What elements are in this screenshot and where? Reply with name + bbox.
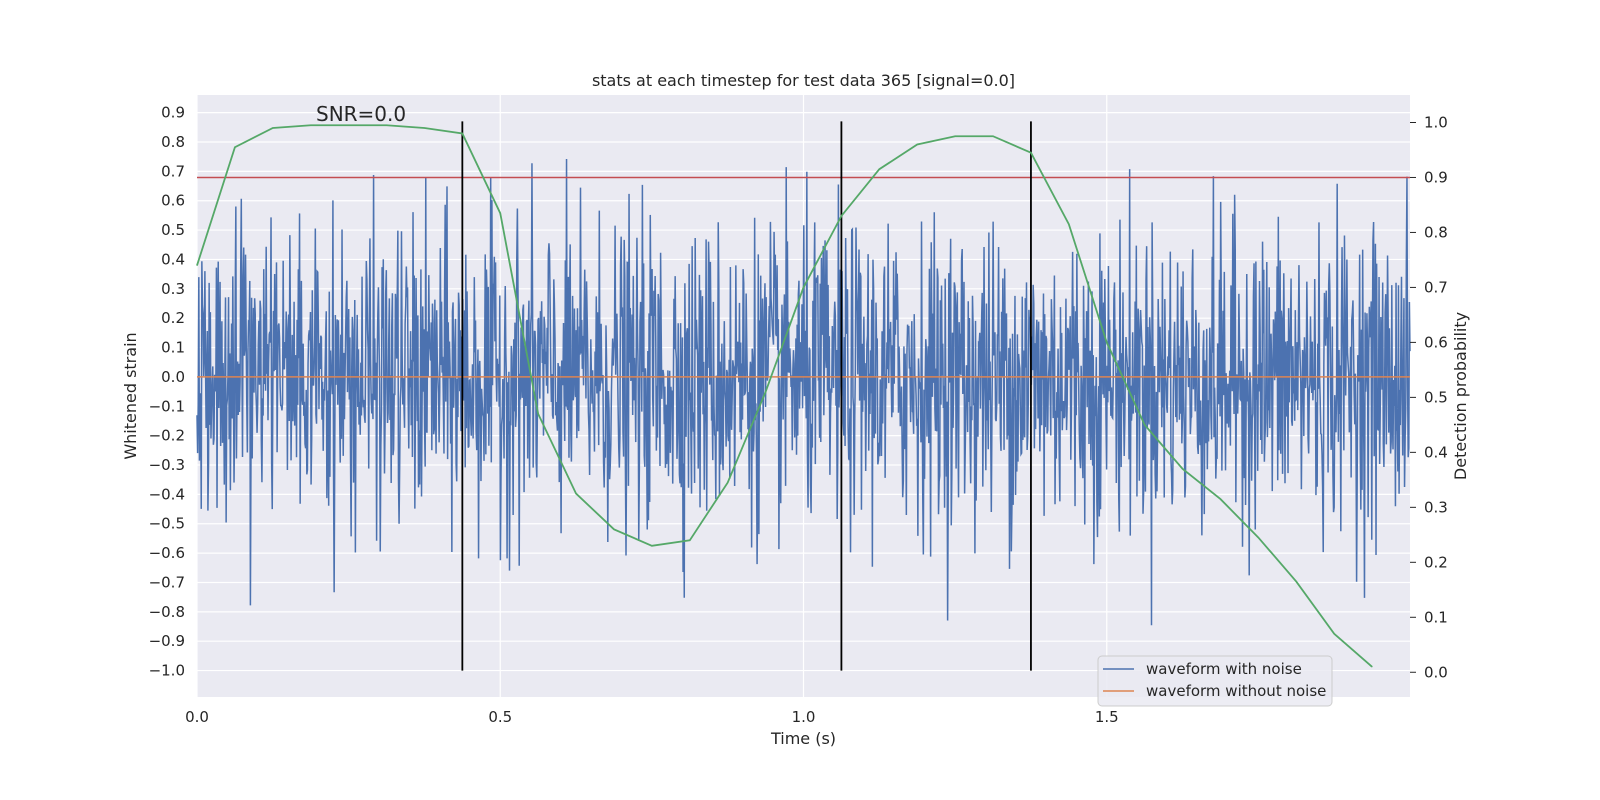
y-tick-label: −0.1 <box>149 397 185 415</box>
y-right-tick-label: 0.7 <box>1424 278 1448 296</box>
x-axis-ticks: 0.0 0.5 1.0 1.5 <box>185 708 1119 726</box>
y-right-tick-label: 0.3 <box>1424 498 1448 516</box>
legend-box <box>1097 655 1333 707</box>
detection-probability-point <box>954 135 956 137</box>
y-right-axis-label: Detection probability <box>1451 312 1470 480</box>
detection-probability-point <box>1068 223 1070 225</box>
detection-probability-point <box>878 168 880 170</box>
detection-probability-point <box>310 124 312 126</box>
y-tick-label: 0.8 <box>161 133 185 151</box>
series-detection-probability <box>196 124 1373 668</box>
legend-label-waveform-with-noise: waveform with noise <box>1146 660 1302 678</box>
detection-probability-point <box>1219 498 1221 500</box>
y-tick-label: −0.7 <box>149 573 185 591</box>
x-tick-label: 0.5 <box>488 708 512 726</box>
x-axis-label: Time (s) <box>770 729 836 748</box>
y-tick-label: −0.6 <box>149 544 185 562</box>
detection-probability-point <box>727 482 729 484</box>
y-tick-label: 0.6 <box>161 192 185 210</box>
y-tick-label: 0.2 <box>161 309 185 327</box>
chart-title: stats at each timestep for test data 365… <box>592 71 1015 90</box>
detection-markers <box>461 121 1032 671</box>
y-axis-ticks: 0.9 0.8 0.7 0.6 0.5 0.4 0.3 0.2 0.1 0.0 −0.1 −0.2 −0… <box>149 104 185 680</box>
detection-probability-point <box>1106 341 1108 343</box>
x-tick-label: 1.5 <box>1095 708 1119 726</box>
y-tick-label: 0.1 <box>161 339 185 357</box>
detection-probability-point <box>916 143 918 145</box>
detection-probability-point <box>234 146 236 148</box>
waveform-with-noise-line <box>196 159 1411 626</box>
y-tick-label: −1.0 <box>149 662 185 680</box>
detection-probability-point <box>651 545 653 547</box>
y-tick-label: 0.9 <box>161 104 185 122</box>
detection-probability-point <box>1030 152 1032 154</box>
detection-probability-point <box>1257 537 1259 539</box>
y-tick-label: 0.3 <box>161 280 185 298</box>
detection-probability-point <box>992 135 994 137</box>
detection-probability-point <box>1371 666 1373 668</box>
detection-probability-point <box>461 132 463 134</box>
y-right-axis-ticks: 1.0 0.9 0.8 0.7 0.6 0.5 0.4 0.3 0.2 0.1 0.0 <box>1410 113 1448 681</box>
detection-probability-point <box>1144 424 1146 426</box>
y-right-tick-label: 0.0 <box>1424 663 1448 681</box>
y-right-tick-label: 0.6 <box>1424 333 1448 351</box>
y-right-tick-label: 0.9 <box>1424 168 1448 186</box>
detection-probability-point <box>537 413 539 415</box>
legend-label-waveform-without-noise: waveform without noise <box>1146 682 1326 700</box>
y-right-tick-label: 0.4 <box>1424 443 1448 461</box>
y-tick-label: −0.5 <box>149 515 185 533</box>
y-tick-label: −0.8 <box>149 603 185 621</box>
y-tick-label: 0.7 <box>161 162 185 180</box>
detection-probability-point <box>765 391 767 393</box>
y-right-tick-label: 0.8 <box>1424 223 1448 241</box>
detection-probability-point <box>272 127 274 129</box>
detection-probability-point <box>386 124 388 126</box>
detection-probability-point <box>1333 633 1335 635</box>
detection-probability-point <box>196 264 198 266</box>
x-tick-label: 1.0 <box>792 708 816 726</box>
legend: waveform with noise waveform without noi… <box>1097 655 1333 707</box>
snr-annotation: SNR=0.0 <box>316 102 406 126</box>
detection-probability-point <box>348 124 350 126</box>
y-right-tick-label: 0.5 <box>1424 388 1448 406</box>
detection-probability-point <box>1295 581 1297 583</box>
y-tick-label: −0.3 <box>149 456 185 474</box>
y-right-tick-label: 0.2 <box>1424 553 1448 571</box>
series-waveform-with-noise <box>196 159 1411 626</box>
detection-probability-point <box>689 539 691 541</box>
y-axis-label: Whitened strain <box>121 332 140 459</box>
detection-probability-point <box>499 212 501 214</box>
detection-probability-point <box>1182 468 1184 470</box>
y-tick-label: 0.5 <box>161 221 185 239</box>
detection-probability-point <box>840 215 842 217</box>
y-tick-label: −0.4 <box>149 485 185 503</box>
y-right-tick-label: 1.0 <box>1424 113 1448 131</box>
detection-probability-line <box>196 124 1373 668</box>
x-tick-label: 0.0 <box>185 708 209 726</box>
detection-probability-point <box>803 286 804 288</box>
y-tick-label: −0.2 <box>149 427 185 445</box>
y-right-tick-label: 0.1 <box>1424 608 1448 626</box>
detection-probability-point <box>575 493 577 495</box>
y-tick-label: −0.9 <box>149 632 185 650</box>
detection-probability-point <box>423 127 425 129</box>
y-tick-label: 0.0 <box>161 368 185 386</box>
detection-probability-point <box>613 528 615 530</box>
y-tick-label: 0.4 <box>161 250 185 268</box>
